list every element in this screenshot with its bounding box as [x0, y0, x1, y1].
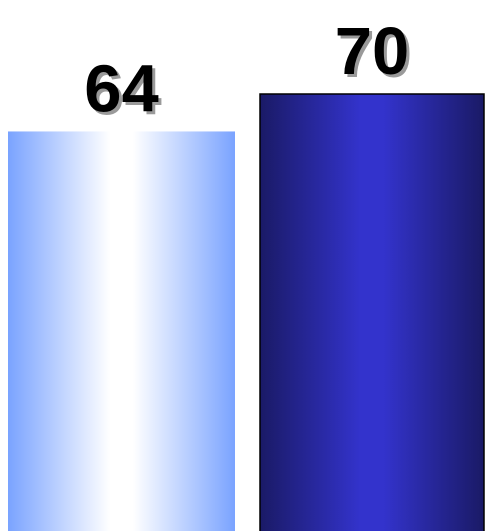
data-label-shadow-1: 64: [87, 54, 162, 129]
bars-layer: [8, 93, 485, 531]
bar-1: [8, 131, 235, 531]
data-label-1: 64: [84, 51, 159, 126]
data-label-2: 70: [335, 14, 410, 89]
bar-2: [259, 93, 485, 531]
data-label-shadow-2: 70: [338, 17, 413, 92]
